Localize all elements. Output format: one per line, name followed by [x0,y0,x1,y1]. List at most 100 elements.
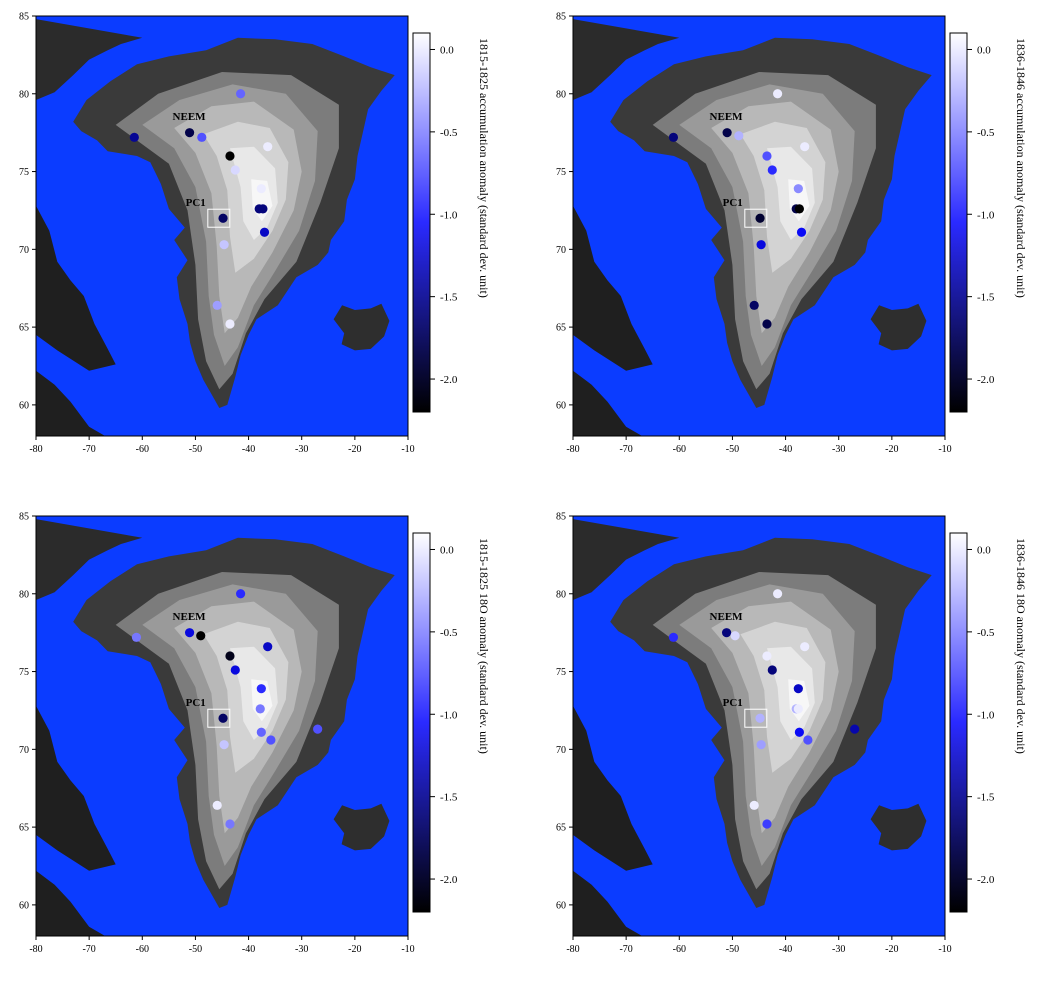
colorbar-tick-label: -1.5 [440,292,458,304]
data-point [796,227,807,237]
colorbar-tick-label: -1.5 [440,792,458,804]
labrador-coast [573,370,643,436]
colorbar-tick-label: -0.5 [440,627,458,639]
labrador-coast [573,870,643,936]
baffin-island [36,205,116,371]
data-point [212,300,222,310]
data-point [734,131,744,141]
data-point [793,684,803,694]
pc1-label: PC1 [186,697,206,709]
x-tick-label: -80 [29,444,42,455]
labrador-coast [36,370,106,436]
colorbar [412,532,431,913]
data-point [755,213,765,223]
x-tick-label: -80 [29,944,42,955]
pc1-box [744,708,768,728]
x-tick-label: -50 [189,444,202,455]
y-tick-label: 85 [556,12,566,23]
ellesmere-island [573,519,680,600]
data-point [730,631,740,641]
data-point [755,713,765,723]
data-point [225,819,235,829]
data-point [218,213,228,223]
data-point [722,128,732,138]
baffin-island [573,205,653,371]
y-tick-label: 85 [556,512,566,523]
baffin-island [573,705,653,871]
data-point [767,665,777,675]
data-point [219,740,229,750]
neem-label: NEEM [173,111,207,123]
data-point [668,132,679,142]
y-tick-label: 70 [19,245,29,256]
map-plot: -80 -70 -60 -50 -40 -30 -20 -10 60 65 70 75 80 85 PC1 N… [19,12,458,456]
x-tick-label: -60 [673,944,686,955]
data-point [197,132,207,142]
y-tick-label: 60 [556,900,566,911]
x-tick-label: -50 [726,444,739,455]
x-tick-label: -70 [82,944,95,955]
data-point [225,151,235,161]
colorbar-tick-label: 0.0 [977,544,991,556]
data-point [773,89,783,99]
colorbar-tick-label: -1.0 [977,709,995,721]
colorbar-tick-label: 0.0 [440,44,454,56]
colorbar-tick-label: -1.0 [977,209,995,221]
colorbar-tick-label: -2.0 [440,874,458,886]
ellesmere-island [573,19,680,101]
data-point [236,89,246,99]
data-point [762,819,772,829]
data-point [794,204,804,214]
colorbar-title: 1815-1825 18O anomaly (standard dev. uni… [477,538,491,754]
data-point [256,184,266,194]
x-tick-label: -50 [726,944,739,955]
pc1-box [744,208,768,228]
data-point [800,642,810,652]
y-tick-label: 75 [19,167,29,178]
y-tick-label: 85 [19,512,29,523]
y-tick-label: 60 [19,400,29,411]
data-point [263,142,273,152]
colorbar-tick-label: -0.5 [977,127,995,139]
x-tick-label: -80 [566,444,579,455]
x-tick-label: -30 [295,944,308,955]
data-point [794,727,804,737]
plot-frame [35,15,409,437]
y-tick-label: 70 [556,745,566,756]
data-point [793,184,803,194]
x-tick-label: -20 [885,944,898,955]
data-point [196,631,206,641]
colorbar [412,32,431,413]
map-plot: -80 -70 -60 -50 -40 -30 -20 -10 60 65 70 75 80 85 PC1 N… [556,12,995,456]
y-tick-label: 65 [556,323,566,334]
y-tick-label: 60 [19,900,29,911]
data-point [255,704,265,714]
neem-label: NEEM [710,611,744,623]
data-point [225,651,235,661]
y-tick-label: 70 [556,245,566,256]
x-tick-label: -10 [938,444,951,455]
panel-3: -80 -70 -60 -50 -40 -30 -20 -10 60 65 70 75 80 85 PC1 N… [0,500,520,980]
data-point [256,727,266,737]
x-tick-label: -40 [779,444,792,455]
iceland-island [870,303,927,351]
colorbar-tick-label: -1.5 [977,292,995,304]
x-tick-label: -60 [136,944,149,955]
labrador-coast [36,870,106,936]
data-point [749,800,759,810]
data-point [762,151,772,161]
y-tick-label: 65 [19,323,29,334]
pc1-label: PC1 [723,197,743,209]
data-point [756,240,766,250]
baffin-island [36,705,116,871]
x-tick-label: -50 [189,944,202,955]
map-plot: -80 -70 -60 -50 -40 -30 -20 -10 60 65 70 75 80 85 PC1 N… [19,512,458,956]
y-tick-label: 70 [19,745,29,756]
x-tick-label: -70 [619,944,632,955]
data-point [767,165,777,175]
land-layer [36,519,395,936]
x-tick-label: -70 [619,444,632,455]
data-point [793,704,803,714]
map-plot: -80 -70 -60 -50 -40 -30 -20 -10 60 65 70 75 80 85 PC1 N… [556,512,995,956]
data-point [225,319,235,329]
